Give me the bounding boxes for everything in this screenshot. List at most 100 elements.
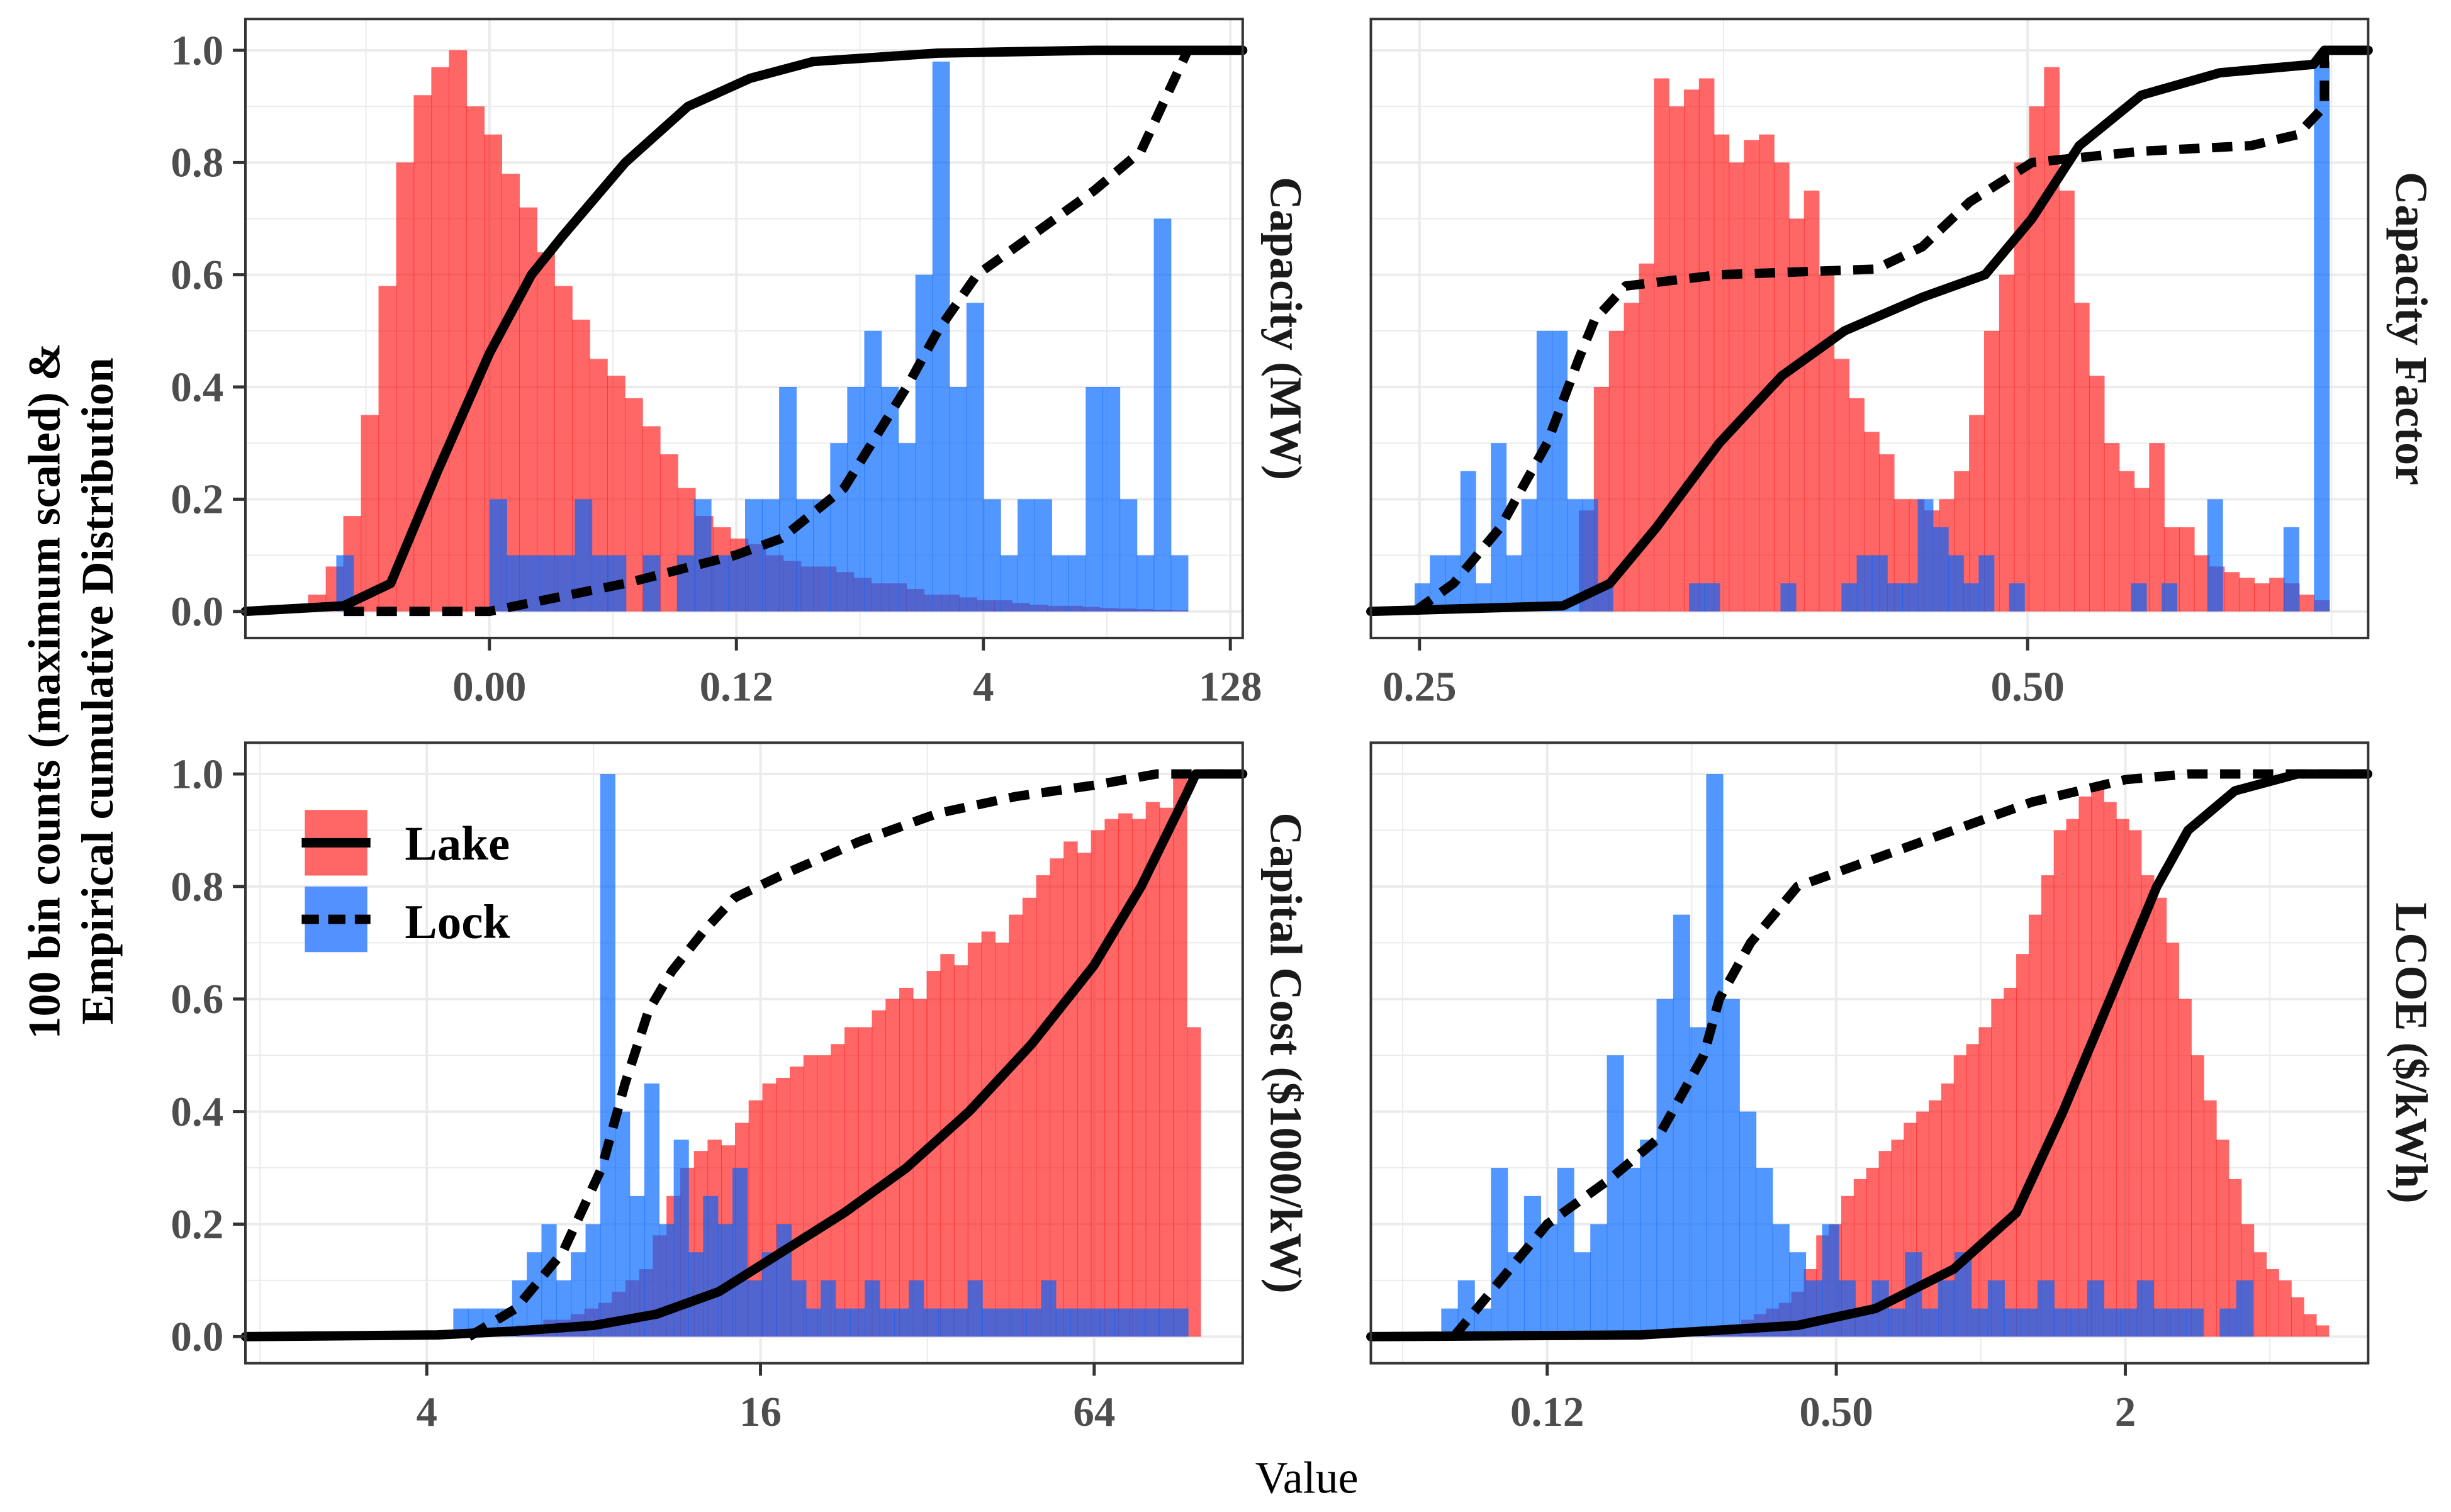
lock-histogram-bar: [915, 274, 933, 612]
lake-histogram-bar: [1788, 218, 1805, 612]
lock-histogram-bar: [1978, 555, 1995, 612]
lock-histogram-bar: [850, 1308, 865, 1337]
lake-histogram-bar: [858, 1027, 873, 1337]
lock-histogram-bar: [1838, 1280, 1856, 1337]
lock-histogram-bar: [600, 774, 615, 1337]
lake-histogram-bar: [2104, 443, 2120, 612]
lake-histogram-bar: [1022, 897, 1037, 1337]
lock-histogram-bar: [1704, 583, 1720, 612]
y-tick-label: 0.8: [171, 863, 223, 910]
lock-histogram-bar: [1055, 1308, 1071, 1337]
lock-histogram-bar: [585, 1224, 601, 1337]
lake-histogram-bar: [537, 252, 555, 612]
panel-3: 4 16 64 0.0 0.2 0.4 0.6 0.8 1.0 Capital Cost ($10…: [171, 741, 1311, 1435]
lock-histogram-bar: [558, 555, 576, 612]
lake-histogram-bar: [1186, 1027, 1201, 1337]
lake-histogram-bar: [995, 943, 1009, 1337]
lock-histogram-bar: [2131, 583, 2147, 612]
lock-histogram-bar: [1917, 499, 1934, 612]
lock-histogram-bar: [1507, 1252, 1525, 1337]
x-tick-label: 0.50: [1799, 1388, 1873, 1435]
lake-histogram-bar: [2179, 527, 2195, 612]
lake-histogram-bar: [872, 1010, 887, 1337]
lake-histogram-bar: [1145, 802, 1160, 1337]
panel-border: [244, 18, 1244, 639]
y-tick-label: 0.2: [171, 476, 223, 523]
lake-histogram-bar: [1669, 106, 1685, 612]
lock-histogram-bar: [1460, 471, 1476, 612]
lock-histogram-bar: [953, 1308, 968, 1337]
lock-histogram-bar: [1963, 583, 1980, 612]
lake-histogram-bar: [1978, 1027, 1992, 1337]
lock-histogram-bar: [1011, 1308, 1027, 1337]
lake-histogram-bar: [431, 67, 450, 612]
lake-histogram-bar: [2303, 1314, 2317, 1337]
lock-histogram-bar: [1521, 499, 1537, 612]
lock-histogram-bar: [949, 387, 967, 612]
lock-histogram-bar: [1136, 555, 1155, 612]
lake-histogram-bar: [2141, 875, 2155, 1337]
lake-histogram-bar: [1173, 774, 1187, 1337]
lock-histogram-bar: [1153, 218, 1172, 612]
lake-histogram-bar: [2269, 578, 2285, 612]
lock-histogram-bar: [805, 1308, 821, 1337]
lock-histogram-bar: [966, 303, 984, 612]
lock-histogram-bar: [1173, 1308, 1189, 1337]
lock-histogram-bar: [1114, 1308, 1130, 1337]
lock-histogram-bar: [1552, 330, 1568, 612]
lake-histogram-bar: [413, 95, 432, 612]
lake-ecdf-line: [240, 769, 1248, 1341]
lock-histogram-bar: [2153, 1308, 2171, 1337]
lake-histogram-bar: [844, 1027, 859, 1337]
lake-histogram-bar: [2074, 303, 2090, 612]
lock-histogram-bar: [1491, 1168, 1508, 1337]
lake-histogram-bar: [940, 954, 955, 1337]
legend-label-lock: Lock: [405, 895, 510, 949]
lake-histogram-bar: [1036, 875, 1051, 1337]
lock-histogram-bar: [909, 1280, 924, 1337]
lake-histogram-bar: [378, 286, 397, 612]
x-tick-label: 64: [1073, 1388, 1115, 1435]
lake-histogram-bar: [449, 50, 468, 612]
lock-histogram-bar: [659, 1224, 675, 1337]
legend: Lake Lock: [301, 810, 510, 953]
lock-histogram-bar: [2021, 1308, 2038, 1337]
lock-histogram-bar: [1706, 774, 1724, 1337]
lock-histogram-bar: [1068, 555, 1087, 612]
facet-strip-label: Capital Cost ($1000/kW): [1261, 812, 1311, 1293]
lake-histogram-bar: [2291, 1297, 2304, 1337]
lock-histogram-bar: [1573, 1252, 1591, 1337]
lock-histogram-bar: [1938, 1280, 1955, 1337]
lake-histogram-bar: [2239, 578, 2255, 612]
lock-histogram-bar: [1523, 1196, 1542, 1337]
lake-histogram-bar: [2028, 914, 2042, 1337]
lake-histogram-bar: [659, 454, 678, 612]
lock-histogram-bar: [1805, 1280, 1823, 1337]
lock-histogram-bar: [1170, 555, 1189, 612]
lock-histogram-bar: [2170, 1308, 2187, 1337]
lock-histogram-bar: [2136, 1280, 2154, 1337]
lock-histogram-bar: [2283, 527, 2299, 612]
lake-histogram-bar: [2153, 897, 2167, 1337]
lake-histogram-bar: [2016, 954, 2029, 1337]
lake-histogram-bar: [1104, 819, 1119, 1337]
lock-histogram-bar: [2104, 1308, 2121, 1337]
lake-histogram-bar: [831, 1044, 845, 1337]
lock-histogram-bar: [1673, 914, 1690, 1337]
lock-histogram-bar: [865, 1280, 880, 1337]
lake-histogram-bar: [1683, 89, 1700, 612]
lake-histogram-bar: [2059, 190, 2075, 612]
lock-histogram-bar: [777, 1224, 792, 1337]
lock-histogram-bar: [1987, 1280, 2005, 1337]
lock-histogram-bar: [747, 1280, 763, 1337]
y-tick-label: 0.0: [171, 588, 223, 635]
lake-histogram-bar: [2194, 555, 2210, 612]
lock-histogram-bar: [894, 1308, 909, 1337]
lake-histogram-bar: [2104, 802, 2117, 1337]
lock-histogram-bar: [1085, 1308, 1101, 1337]
lock-histogram-bar: [1000, 555, 1018, 612]
lock-histogram-bar: [642, 555, 661, 612]
lock-histogram-bar: [1856, 555, 1873, 612]
lock-histogram-bar: [1070, 1308, 1086, 1337]
